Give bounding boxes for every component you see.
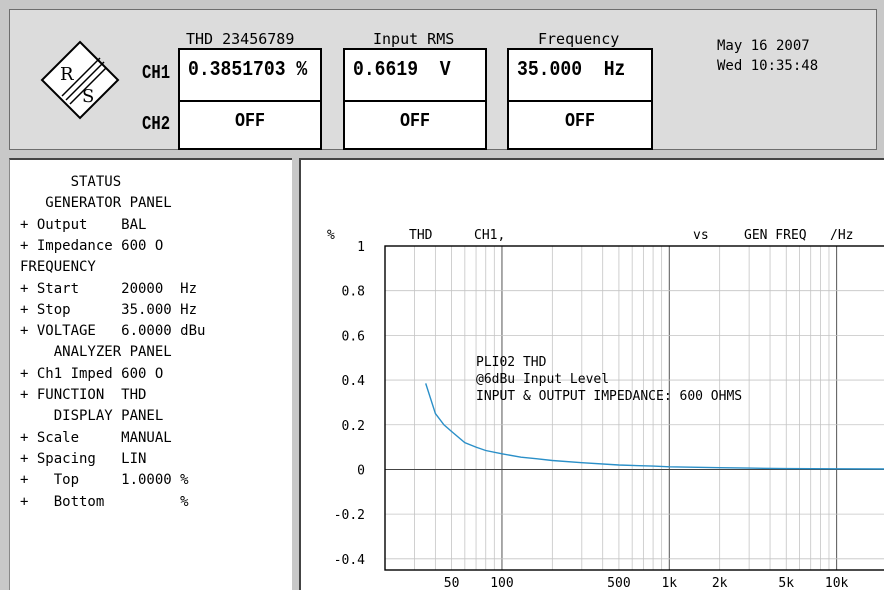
thd-ch1-value: 0.3851703 % bbox=[188, 59, 308, 82]
y-tick-label: -0.2 bbox=[334, 508, 365, 523]
ch1-label: CH1 bbox=[142, 62, 171, 84]
status-panel: STATUS GENERATOR PANEL + Output BAL + Impe… bbox=[9, 158, 292, 590]
frequency-ch2-value: OFF bbox=[564, 110, 596, 132]
status-line: FREQUENCY bbox=[20, 259, 96, 276]
chart-header-label: GEN FREQ bbox=[744, 228, 807, 243]
status-line: + VOLTAGE 6.0000 dBu bbox=[20, 323, 206, 340]
status-line: + Top 1.0000 % bbox=[20, 472, 189, 489]
status-line: + Scale MANUAL bbox=[20, 429, 172, 446]
x-tick-label: 50 bbox=[444, 576, 460, 590]
status-line: + Impedance 600 O bbox=[20, 237, 164, 254]
thd-series-line bbox=[425, 383, 884, 470]
thd-title: THD 23456789 bbox=[186, 30, 295, 48]
graph-panel: % THD CH1, vs GEN FREQ/Hz 1 0.8 0.6 0.4 0.2 0 -0.2 -… bbox=[299, 158, 884, 590]
svg-text:R: R bbox=[60, 64, 74, 85]
plot-frame bbox=[384, 245, 884, 571]
y-tick-label: 0.4 bbox=[342, 374, 366, 389]
chart-annotation: @6dBu Input Level bbox=[476, 372, 609, 387]
x-tick-label: 2k bbox=[712, 576, 728, 590]
chart-header-label: /Hz bbox=[830, 228, 853, 243]
x-tick-label: 100 bbox=[490, 576, 513, 590]
thd-display: 0.3851703 % OFF bbox=[178, 48, 322, 150]
y-tick-label: 0 bbox=[357, 463, 365, 478]
frequency-title: Frequency bbox=[538, 30, 620, 48]
y-tick-label: 0.2 bbox=[342, 419, 365, 434]
date-display: May 16 2007 bbox=[717, 38, 810, 54]
status-line: STATUS bbox=[20, 174, 122, 190]
chart-annotation: INPUT & OUTPUT IMPEDANCE: 600 OHMS bbox=[476, 389, 742, 404]
status-line: + FUNCTION THD bbox=[20, 387, 147, 403]
status-line: + Start 20000 Hz bbox=[20, 280, 198, 297]
chart-header-label: CH1, bbox=[474, 228, 505, 243]
chart-header-label: THD bbox=[409, 228, 433, 243]
status-line: + Stop 35.000 Hz bbox=[20, 301, 198, 318]
time-display: Wed 10:35:48 bbox=[717, 58, 819, 74]
frequency-display: 35.000 Hz OFF bbox=[507, 48, 653, 150]
frequency-divider bbox=[509, 100, 651, 102]
thd-ch2-value: OFF bbox=[234, 110, 266, 132]
chart-header-label: vs bbox=[693, 228, 709, 243]
thd-divider bbox=[180, 100, 320, 102]
status-line: DISPLAY PANEL bbox=[20, 408, 164, 425]
status-line: + Spacing LIN bbox=[20, 450, 147, 467]
y-tick-label: 1 bbox=[357, 240, 365, 255]
thd-vs-frequency-chart: % THD CH1, vs GEN FREQ/Hz 1 0.8 0.6 0.4 0.2 0 -0.2 -… bbox=[327, 228, 884, 590]
rohde-schwarz-logo-icon: R S bbox=[40, 40, 120, 120]
status-line: + Output BAL bbox=[20, 216, 147, 233]
input-rms-ch2-value: OFF bbox=[399, 110, 431, 132]
y-tick-label: 0.6 bbox=[342, 329, 365, 344]
status-line: ANALYZER PANEL bbox=[20, 344, 172, 361]
input-rms-ch1-value: 0.6619 V bbox=[353, 59, 451, 82]
input-rms-display: 0.6619 V OFF bbox=[343, 48, 487, 150]
y-tick-label: 0.8 bbox=[342, 285, 365, 300]
ch2-label: CH2 bbox=[142, 113, 171, 135]
x-tick-label: 5k bbox=[778, 576, 794, 590]
y-tick-label: -0.4 bbox=[334, 553, 365, 568]
chart-header-label: % bbox=[327, 228, 335, 243]
x-tick-label: 10k bbox=[825, 576, 849, 590]
status-line: GENERATOR PANEL bbox=[20, 195, 172, 212]
svg-text:S: S bbox=[82, 86, 94, 107]
x-tick-label: 500 bbox=[607, 576, 630, 590]
status-line: + Bottom % bbox=[20, 493, 189, 510]
x-tick-label: 1k bbox=[661, 576, 677, 590]
input-rms-title: Input RMS bbox=[373, 30, 455, 48]
input-rms-divider bbox=[345, 100, 485, 102]
frequency-ch1-value: 35.000 Hz bbox=[517, 59, 626, 82]
chart-annotation: PLI02 THD bbox=[476, 355, 547, 370]
status-line: + Ch1 Imped 600 O bbox=[20, 365, 164, 382]
header-panel: R S CH1 CH2 THD 23456789 0.3851703 % OFF… bbox=[9, 9, 877, 150]
